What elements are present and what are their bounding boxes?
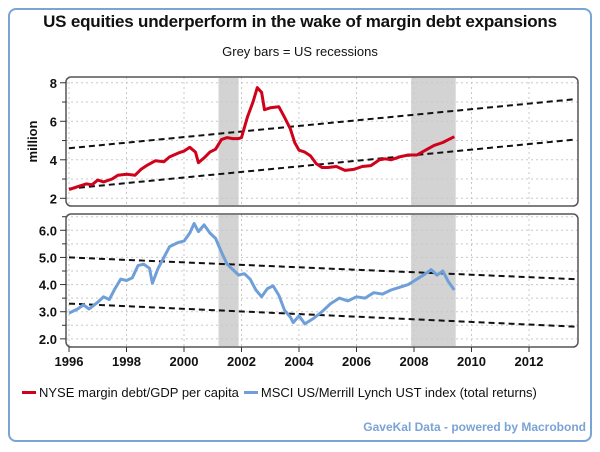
top-ytick-label: 2 bbox=[50, 191, 57, 206]
top-series-line bbox=[68, 86, 455, 192]
legend: NYSE margin debt/GDP per capita MSCI US/… bbox=[22, 385, 542, 400]
xtick-label: 2010 bbox=[457, 354, 486, 369]
bottom-plot-area bbox=[66, 214, 578, 347]
top-trendline bbox=[68, 98, 576, 150]
xtick-label: 2012 bbox=[515, 354, 544, 369]
top-trendline bbox=[68, 138, 576, 190]
legend-swatch-margin-debt bbox=[22, 391, 36, 394]
source-footer: GaveKal Data - powered by Macrobond bbox=[363, 420, 586, 434]
top-ylabel: million bbox=[25, 120, 40, 162]
bottom-series-line bbox=[68, 222, 456, 326]
legend-label-msci: MSCI US/Merrill Lynch UST index (total r… bbox=[260, 385, 537, 400]
legend-swatch-msci bbox=[243, 391, 258, 394]
bottom-recession-bar bbox=[218, 215, 239, 346]
bottom-ytick-label: 4.0 bbox=[39, 278, 57, 293]
bottom-trendline bbox=[68, 302, 576, 328]
top-plot-border bbox=[65, 76, 579, 207]
bottom-ytick-label: 2.0 bbox=[39, 332, 57, 347]
bottom-ytick-label: 6.0 bbox=[39, 223, 57, 238]
xtick-label: 1998 bbox=[112, 354, 141, 369]
xtick-label: 2006 bbox=[342, 354, 371, 369]
xtick-label: 2002 bbox=[227, 354, 256, 369]
xtick-label: 1996 bbox=[55, 354, 84, 369]
top-ytick-label: 6 bbox=[50, 114, 57, 129]
xtick-label: 2004 bbox=[285, 354, 315, 369]
bottom-ytick-label: 3.0 bbox=[39, 305, 57, 320]
legend-label-margin-debt: NYSE margin debt/GDP per capita bbox=[39, 385, 239, 400]
chart-title: US equities underperform in the wake of … bbox=[43, 12, 557, 31]
xtick-label: 2000 bbox=[170, 354, 199, 369]
chart-subtitle: Grey bars = US recessions bbox=[222, 44, 378, 59]
top-ytick-label: 8 bbox=[50, 76, 57, 91]
legend-item-margin-debt: NYSE margin debt/GDP per capita bbox=[22, 385, 239, 400]
top-ytick-label: 4 bbox=[50, 153, 58, 168]
bottom-trendline bbox=[68, 256, 576, 281]
xtick-label: 2008 bbox=[400, 354, 429, 369]
bottom-ytick-label: 5.0 bbox=[39, 250, 57, 265]
legend-item-msci: MSCI US/Merrill Lynch UST index (total r… bbox=[243, 385, 537, 400]
bottom-plot-border bbox=[65, 213, 579, 348]
top-recession-bar bbox=[411, 78, 456, 205]
